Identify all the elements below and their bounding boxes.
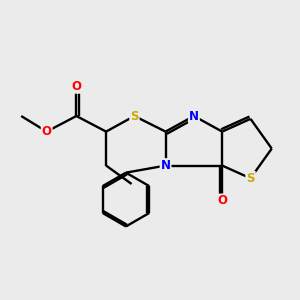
Text: S: S — [246, 172, 255, 185]
Text: O: O — [217, 194, 227, 208]
Text: O: O — [42, 125, 52, 138]
Text: N: N — [160, 159, 171, 172]
Text: S: S — [130, 110, 139, 122]
Text: N: N — [189, 110, 199, 122]
Text: O: O — [71, 80, 81, 93]
